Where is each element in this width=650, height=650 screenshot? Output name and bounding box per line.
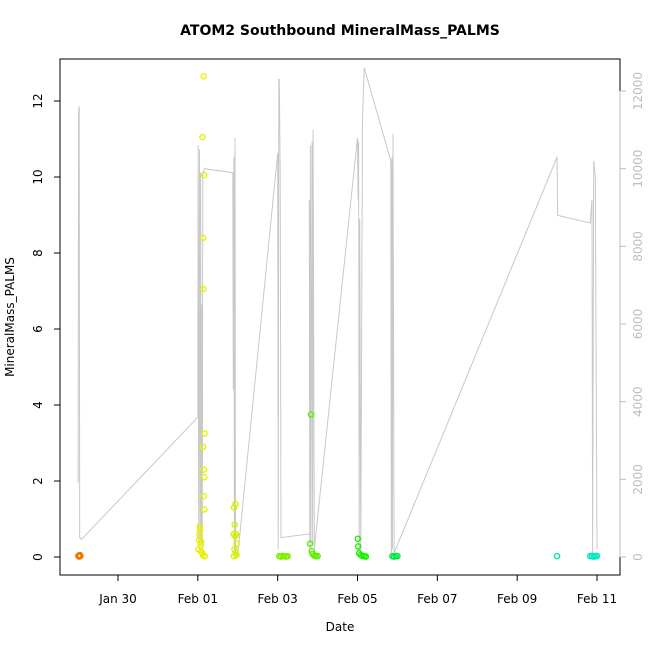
data-point <box>200 506 208 513</box>
right-y-tick-label: 8000 <box>631 231 645 262</box>
data-point <box>199 133 206 141</box>
right-y-tick-label: 12000 <box>631 72 645 110</box>
right-y-tick-label: 0 <box>631 553 645 561</box>
data-point <box>200 492 207 500</box>
data-point <box>232 530 240 538</box>
data-points-layer <box>75 73 601 560</box>
data-point <box>196 527 204 534</box>
y-axis-label: MineralMass_PALMS <box>3 257 17 377</box>
x-tick-label: Feb 11 <box>577 592 617 606</box>
data-point <box>200 171 208 179</box>
data-point <box>200 73 207 80</box>
data-point <box>232 500 239 508</box>
data-point <box>199 234 207 242</box>
data-point <box>230 552 238 560</box>
data-point <box>197 538 205 546</box>
data-point <box>553 552 561 560</box>
x-tick-label: Feb 03 <box>257 592 297 606</box>
x-tick-label: Jan 30 <box>98 592 137 606</box>
data-point <box>199 443 207 451</box>
data-point <box>230 504 238 511</box>
data-point <box>200 473 208 481</box>
data-point <box>231 546 238 553</box>
data-point <box>200 466 208 473</box>
right-y-tick-label: 4000 <box>631 386 645 417</box>
right-y-tick-label: 6000 <box>631 309 645 340</box>
data-point <box>362 553 370 560</box>
data-point <box>201 552 209 560</box>
x-axis-label: Date <box>326 620 355 634</box>
data-point <box>354 543 362 550</box>
y-tick-label: 10 <box>31 169 45 184</box>
data-point <box>233 540 240 548</box>
data-point <box>593 552 601 560</box>
secondary-line-layer <box>77 67 598 557</box>
data-point <box>307 411 315 418</box>
data-point <box>196 523 204 530</box>
data-point <box>314 552 321 560</box>
x-tick-label: Feb 09 <box>497 592 537 606</box>
chart-title: ATOM2 Southbound MineralMass_PALMS <box>180 23 500 39</box>
data-point <box>284 552 291 560</box>
y-tick-label: 2 <box>31 477 45 485</box>
secondary-series-line <box>77 67 598 557</box>
data-point <box>354 535 362 543</box>
y-tick-label: 4 <box>31 401 45 409</box>
data-point <box>77 552 84 560</box>
x-tick-label: Feb 07 <box>417 592 457 606</box>
x-axis: Jan 30 Feb 01 Feb 03 Feb 05 Feb 07 Feb 09 Feb … <box>98 574 617 606</box>
data-point <box>200 285 207 293</box>
y-tick-label: 8 <box>31 249 45 257</box>
y-tick-label: 0 <box>31 553 45 561</box>
right-y-tick-label: 10000 <box>631 150 645 188</box>
x-tick-label: Feb 01 <box>178 592 218 606</box>
right-y-axis: 0 2000 4000 6000 8000 10000 12000 <box>619 72 645 561</box>
y-tick-label: 12 <box>31 93 45 108</box>
data-point <box>231 521 238 529</box>
right-y-tick-label: 2000 <box>631 464 645 495</box>
y-tick-label: 6 <box>31 325 45 333</box>
data-point <box>201 430 208 437</box>
x-tick-label: Feb 05 <box>337 592 377 606</box>
data-point <box>394 552 401 560</box>
y-axis: 0 2 4 6 8 10 12 <box>31 93 61 561</box>
data-point <box>306 540 314 548</box>
